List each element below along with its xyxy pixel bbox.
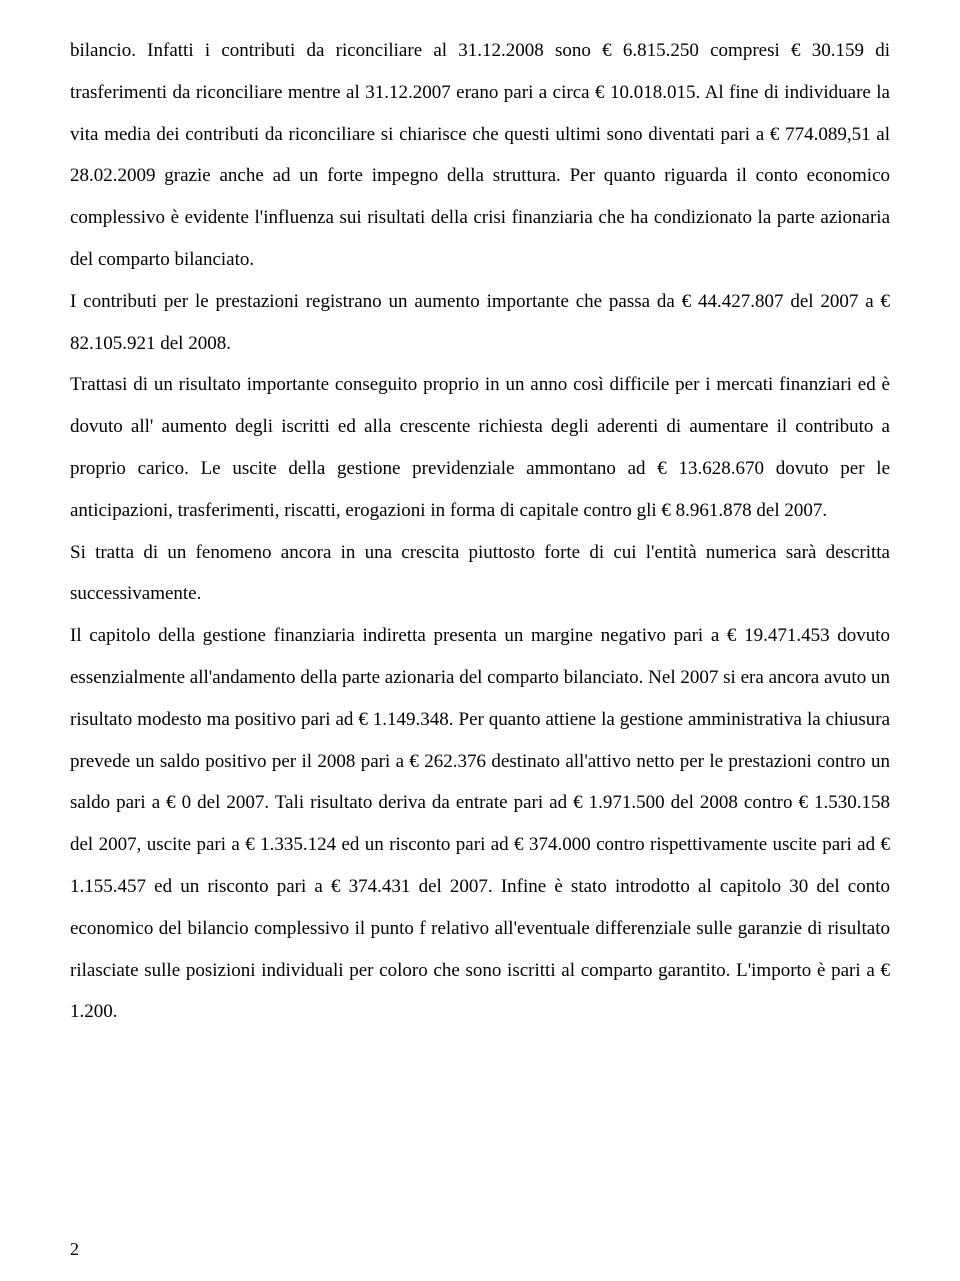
body-text: bilancio. Infatti i contributi da riconc… bbox=[70, 40, 890, 1022]
page-number: 2 bbox=[70, 1240, 79, 1258]
document-page: bilancio. Infatti i contributi da riconc… bbox=[0, 0, 960, 1281]
